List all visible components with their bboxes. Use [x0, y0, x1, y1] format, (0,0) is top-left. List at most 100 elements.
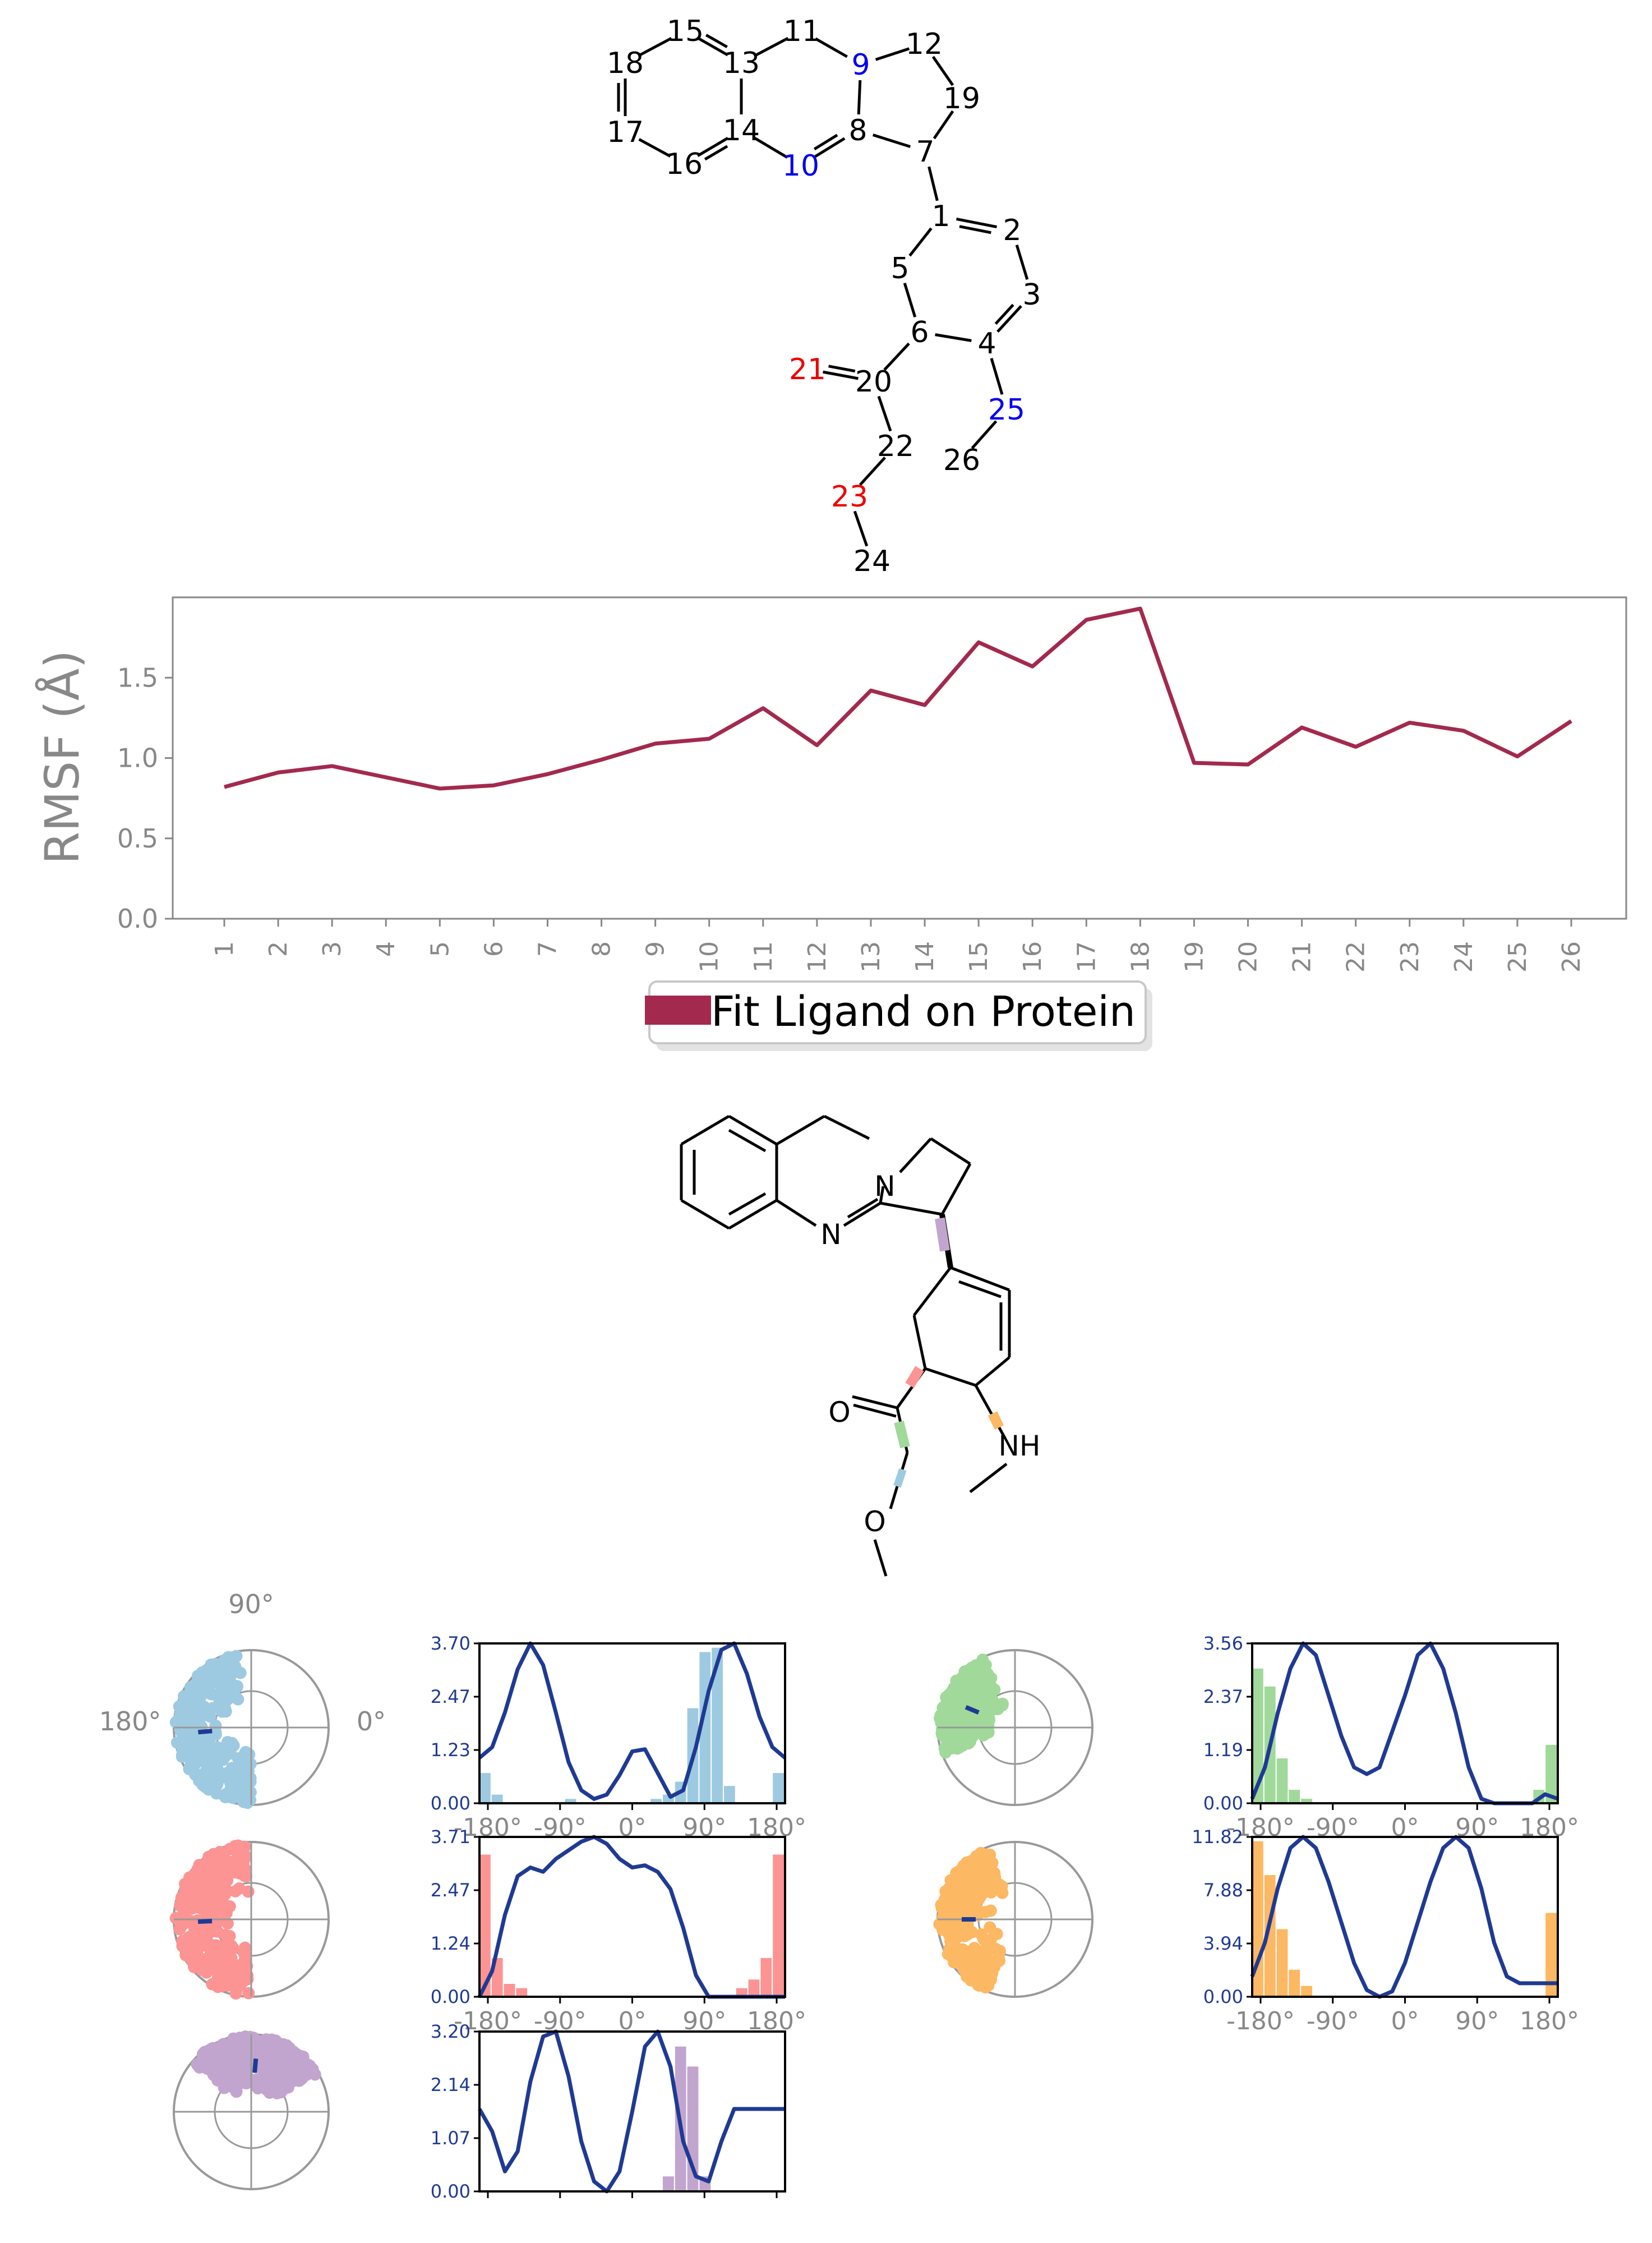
polar-sample	[986, 1694, 999, 1707]
polar-sample	[984, 1921, 996, 1934]
bond-double	[994, 303, 1014, 325]
polar-sample	[192, 1897, 205, 1910]
atom-label-1: 1	[931, 200, 950, 233]
bond-double	[959, 225, 991, 234]
torsion-panel-1: 0.001.232.473.70-180° -90° 0° 90° 180°	[169, 1633, 806, 1842]
atom-label-10: 10	[782, 149, 819, 183]
polar-sample	[948, 1950, 961, 1963]
atom-label-7: 7	[916, 135, 934, 169]
hist-bar	[1301, 1986, 1312, 1997]
x-tick-label: 11	[749, 941, 778, 973]
y-tick-label: 2.14	[431, 2074, 470, 2095]
polar-sample	[238, 1852, 251, 1865]
x-tick-label: 2	[264, 941, 293, 957]
polar-sample	[206, 1873, 219, 1886]
polar-sample	[943, 1701, 956, 1714]
bond	[913, 1266, 952, 1316]
bond-double	[705, 34, 728, 48]
polar-sample	[243, 1790, 256, 1803]
hist-bar	[516, 1988, 528, 1997]
bond	[958, 1280, 1002, 1298]
polar-sample	[233, 1867, 246, 1880]
polar-sample	[205, 1780, 218, 1793]
y-tick-label: 0.5	[117, 823, 158, 854]
y-tick-label: 1.19	[1203, 1739, 1243, 1761]
torsion-profile: 0.001.242.473.71-180° -90° 0° 90° 180°	[431, 1826, 806, 2035]
atom-label-6: 6	[910, 316, 929, 349]
polar-sample	[968, 1942, 981, 1955]
torsion-panel-4: 0.00 3.94 7.88 11.82 -180° -90° 0° 90° 180°	[933, 1826, 1579, 2035]
energy-curve	[478, 1641, 787, 1801]
plot-frame	[172, 596, 1627, 920]
y-tick-label: 3.70	[431, 1633, 470, 1654]
polar-sample	[288, 2057, 301, 2070]
torsion-profile: 0.00 1.07 2.14 3.20	[431, 2021, 786, 2202]
polar-sample	[964, 1672, 977, 1685]
polar-sample	[184, 1754, 197, 1767]
hist-bar	[736, 1988, 747, 1997]
polar-sample	[977, 1658, 990, 1671]
hist-bar	[650, 1799, 662, 1803]
polar-sample	[234, 1978, 247, 1991]
x-tick-label: 180°	[1520, 2007, 1579, 2035]
bond	[903, 283, 917, 317]
bond	[971, 420, 998, 449]
bond	[950, 1266, 1010, 1292]
torsion-profile: 0.00 3.94 7.88 11.82 -180° -90° 0° 90° 180°	[1192, 1826, 1579, 2035]
bond	[696, 137, 729, 157]
bond	[873, 1539, 888, 1577]
bond	[852, 1395, 898, 1410]
polar-sample	[215, 1771, 228, 1784]
hist-bar	[1289, 1969, 1300, 1997]
bond	[935, 1217, 950, 1252]
polar-sample	[204, 2059, 217, 2072]
polar-sample	[943, 1911, 956, 1924]
x-tick-label: 20	[1234, 941, 1263, 973]
atom-label-15: 15	[667, 15, 704, 48]
y-tick-label: 0.0	[117, 904, 158, 934]
polar-sample	[962, 1737, 975, 1750]
polar-sample	[274, 2065, 287, 2078]
bond	[754, 137, 788, 159]
polar-sample	[216, 1703, 229, 1716]
polar-sample	[971, 1688, 984, 1701]
polar-sample	[262, 2033, 275, 2046]
polar-sample	[199, 1953, 212, 1966]
bond	[927, 166, 939, 201]
polar-sample	[947, 1692, 960, 1705]
rmsf-series-line	[224, 606, 1572, 791]
polar-sample	[965, 1968, 977, 1981]
bond	[638, 138, 671, 158]
hist-bar	[1252, 1668, 1263, 1803]
polar-sample	[205, 1896, 218, 1909]
polar-sample	[949, 1729, 962, 1742]
polar-sample	[199, 2046, 211, 2058]
y-tick-label: 2.47	[431, 1880, 470, 1901]
polar-sample	[953, 1678, 966, 1691]
polar-sample	[174, 1708, 187, 1721]
x-tick-label: 19	[1180, 941, 1208, 973]
bond	[847, 1198, 879, 1219]
y-tick-label: 0.00	[431, 2181, 470, 2202]
angle-label-180: 180°	[99, 1706, 161, 1737]
bond	[940, 1163, 972, 1215]
polar-sample	[201, 1928, 214, 1941]
bond-double	[828, 365, 856, 373]
bond	[813, 137, 846, 159]
hist-bar	[1276, 1929, 1288, 1997]
atom-label-20: 20	[855, 365, 892, 399]
x-tick-label: 12	[803, 941, 832, 973]
y-tick-label: 3.94	[1203, 1933, 1243, 1954]
atom-label-3: 3	[1022, 278, 1041, 312]
polar-sample	[179, 1949, 192, 1961]
polar-sample	[295, 2073, 308, 2086]
polar-sample	[225, 1951, 238, 1964]
x-tick-label: 24	[1450, 941, 1478, 973]
polar-sample	[230, 1650, 243, 1662]
polar-sample	[212, 2066, 225, 2079]
polar-sample	[987, 1876, 1000, 1889]
bond	[728, 1129, 767, 1153]
polar-sample	[938, 1742, 951, 1755]
bond	[974, 1384, 1005, 1437]
